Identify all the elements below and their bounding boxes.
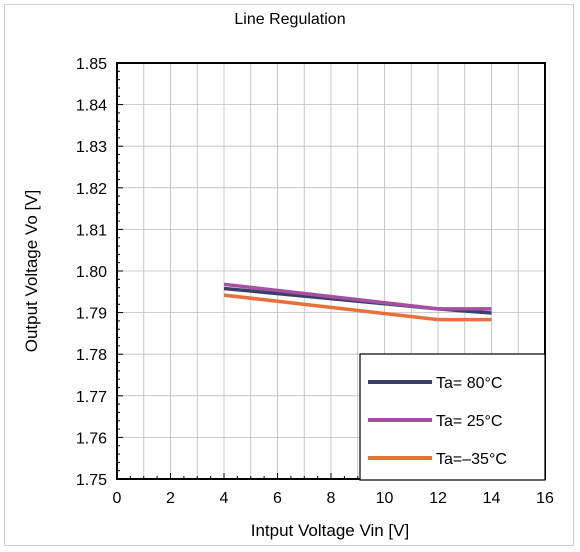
y-tick-label: 1.81: [76, 222, 107, 239]
legend: Ta= 80°C Ta= 25°C Ta=–35°C: [359, 353, 546, 481]
series-line-2: [223, 293, 492, 322]
x-tick-label: 14: [483, 490, 501, 507]
y-axis-label: Output Voltage Vo [V]: [22, 190, 41, 353]
y-tick-label: 1.83: [76, 139, 107, 156]
y-tick-label: 1.82: [76, 181, 107, 198]
y-tick-label: 1.80: [76, 264, 107, 281]
series-line-1: [223, 282, 492, 311]
x-tick-label: 12: [429, 490, 447, 507]
legend-label-2: Ta=–35°C: [436, 451, 507, 468]
x-tick-label: 8: [327, 490, 336, 507]
x-tick-label: 0: [113, 490, 122, 507]
x-tick-labels: 0 2 4 6 8 10 12 14 16: [113, 490, 554, 507]
legend-label-0: Ta= 80°C: [436, 375, 502, 392]
y-tick-label: 1.77: [76, 389, 107, 406]
y-tick-label: 1.84: [76, 98, 107, 115]
legend-label-1: Ta= 25°C: [436, 413, 502, 430]
y-tick-label: 1.75: [76, 472, 107, 489]
y-tick-label: 1.85: [76, 56, 107, 73]
x-axis-label: Intput Voltage Vin [V]: [251, 521, 409, 540]
y-tick-label: 1.79: [76, 306, 107, 323]
x-tick-label: 16: [536, 490, 554, 507]
chart-title: Line Regulation: [234, 11, 345, 28]
x-tick-label: 10: [376, 490, 394, 507]
x-tick-label: 6: [273, 490, 282, 507]
y-tick-labels: 1.75 1.76 1.77 1.78 1.79 1.80 1.81 1.82 1.83 1.84…: [76, 56, 107, 489]
grid: [117, 63, 545, 479]
y-tick-label: 1.78: [76, 347, 107, 364]
x-tick-label: 2: [166, 490, 175, 507]
x-tick-label: 4: [220, 490, 229, 507]
series-lines: [223, 282, 492, 322]
y-tick-label: 1.76: [76, 430, 107, 447]
